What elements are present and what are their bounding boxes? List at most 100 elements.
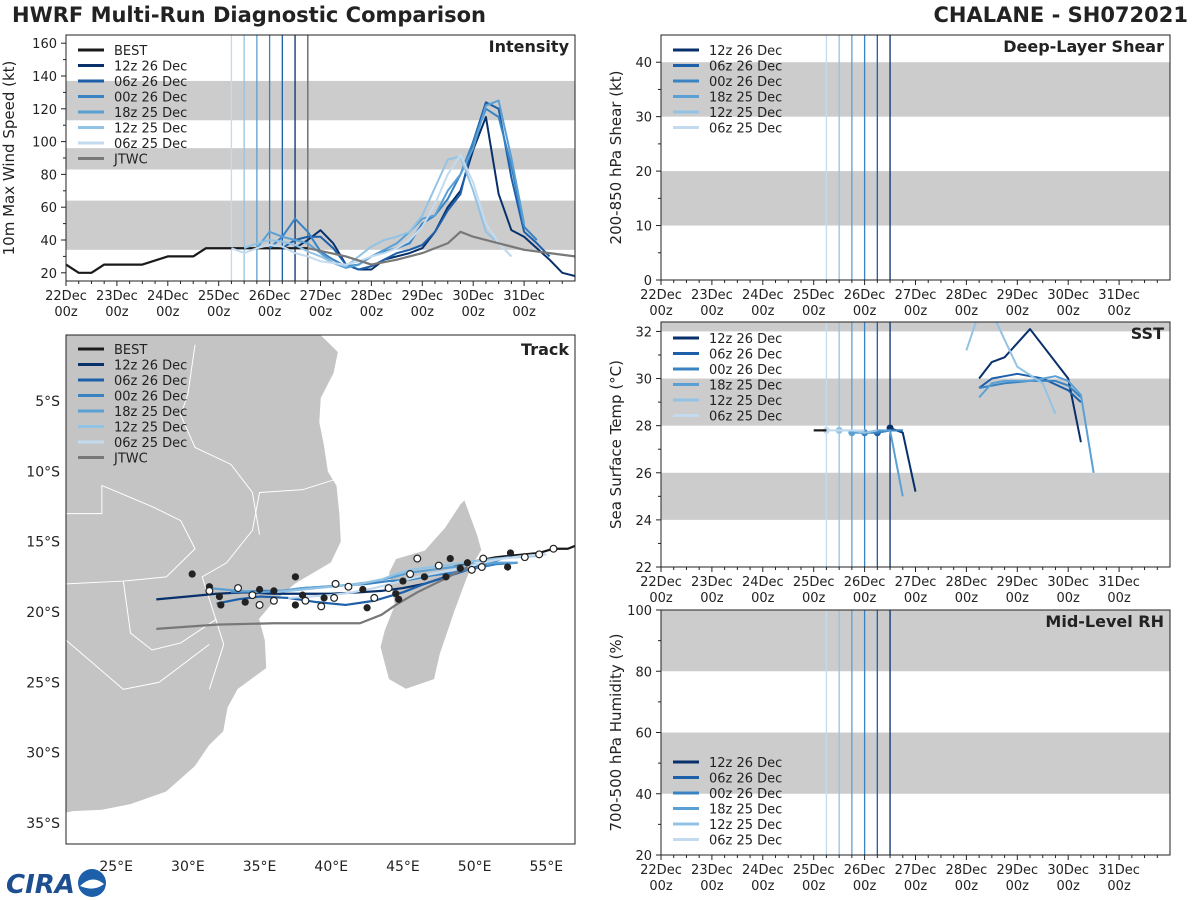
x-tick-label-day: 22Dec [640, 863, 682, 878]
track-dot-open [477, 563, 486, 572]
x-tick-label-hour: 00z [1057, 591, 1081, 606]
map-x-tick-label: 40°E [314, 859, 348, 875]
y-tick-label: 26 [635, 467, 652, 482]
track-dot-filled [456, 564, 464, 573]
x-tick-label-hour: 00z [853, 304, 877, 319]
y-tick-label: 20 [40, 267, 57, 282]
track-dot-filled [446, 554, 454, 563]
series-line-best [66, 247, 308, 274]
track-dot-open [434, 561, 443, 570]
legend-label: 12z 25 Dec [709, 394, 782, 409]
x-tick-label-day: 31Dec [503, 289, 545, 304]
x-tick-label-hour: 00z [853, 591, 877, 606]
track-dot-filled [320, 594, 328, 602]
series-line-12z-25-dec [243, 155, 513, 268]
track-line-06z-25-dec [288, 553, 547, 600]
track-dot-filled [270, 587, 278, 595]
legend-label: 06z 26 Dec [709, 772, 782, 787]
x-tick-label-day: 25Dec [793, 863, 835, 878]
legend-label: 00z 26 Dec [114, 390, 187, 405]
series-line-06z-25-dec [231, 153, 513, 266]
map-x-tick-label: 55°E [529, 859, 563, 875]
x-tick-label-day: 27Dec [300, 289, 342, 304]
y-tick-label: 160 [32, 37, 57, 52]
track-dot-filled [255, 585, 264, 594]
track-dot-filled [188, 570, 196, 578]
track-line-12z-25-dec [273, 554, 540, 594]
band-0 [661, 171, 1170, 226]
legend-label: 06z 26 Dec [114, 75, 187, 90]
track-dot-open [370, 593, 379, 602]
x-tick-label-day: 26Dec [844, 863, 886, 878]
track-dot-open [479, 554, 488, 563]
x-tick-label-day: 30Dec [452, 289, 494, 304]
legend-label: 12z 26 Dec [709, 44, 782, 59]
track-dot-open [269, 596, 278, 605]
map-y-tick-label: 10°S [26, 464, 60, 480]
plot-area [66, 35, 575, 281]
x-tick-label-day: 27Dec [895, 288, 937, 303]
band-1 [661, 610, 1170, 672]
y-tick-label: 0 [644, 274, 652, 289]
x-tick-label-day: 23Dec [691, 575, 733, 590]
y-axis-label: 10m Max Wind Speed (kt) [0, 61, 18, 256]
legend-label: 12z 25 Dec [709, 106, 782, 121]
chart-rh: 2040608010022Dec00z23Dec00z24Dec00z25Dec… [607, 604, 1171, 894]
legend-label: 18z 25 Dec [709, 91, 782, 106]
x-tick-label-hour: 00z [904, 879, 928, 894]
x-tick-label-hour: 00z [207, 305, 231, 320]
track-dot-filled [442, 573, 450, 581]
y-axis-label: 200-850 hPa Shear (kt) [607, 71, 625, 245]
legend-label: 00z 26 Dec [709, 363, 782, 378]
series-line-00z-26-dec [864, 429, 903, 434]
track-dot-filled [217, 601, 225, 609]
map-y-tick-label: 30°S [26, 746, 60, 762]
series-line-segment-06z-26-dec [978, 372, 1082, 403]
x-tick-label-hour: 00z [904, 304, 928, 319]
track-dot-open [344, 582, 353, 591]
track-dot-filled [504, 563, 512, 571]
x-tick-label-hour: 00z [1107, 879, 1131, 894]
chart-shear: 01020304022Dec00z23Dec00z24Dec00z25Dec00… [607, 34, 1171, 319]
x-tick-label-day: 27Dec [895, 863, 937, 878]
track-dot-filled [215, 592, 224, 601]
x-tick-label-day: 23Dec [96, 289, 138, 304]
x-tick-label-hour: 00z [360, 305, 384, 320]
x-tick-label-day: 28Dec [351, 289, 393, 304]
panel-title: Deep-Layer Shear [1003, 37, 1164, 56]
map-frame [65, 334, 576, 845]
x-tick-label-day: 31Dec [1098, 288, 1140, 303]
country-border [66, 639, 210, 690]
map-x-tick-label: 50°E [458, 859, 492, 875]
country-border [201, 477, 339, 690]
y-tick-label: 22 [635, 561, 652, 576]
x-tick-label-day: 28Dec [946, 575, 988, 590]
map-y-tick-label: 35°S [26, 816, 60, 832]
x-tick-label-hour: 00z [751, 304, 775, 319]
x-tick-label-hour: 00z [156, 305, 180, 320]
x-tick-label-hour: 00z [512, 305, 536, 320]
plot-area [661, 35, 1170, 280]
band-0 [661, 472, 1170, 520]
plot-area [661, 322, 1170, 567]
legend-label: 06z 26 Dec [114, 374, 187, 389]
x-tick-label-day: 29Dec [996, 863, 1038, 878]
legend-label: 06z 26 Dec [709, 348, 782, 363]
y-tick-label: 60 [635, 727, 652, 742]
x-tick-label-hour: 00z [853, 879, 877, 894]
map-x-tick-label: 25°E [99, 859, 133, 875]
legend-label: 12z 25 Dec [114, 421, 187, 436]
track-dot-open [301, 596, 310, 605]
series-line-00z-26-dec [268, 107, 538, 268]
x-tick-label-hour: 00z [1006, 591, 1030, 606]
y-tick-label: 100 [627, 604, 652, 619]
figure-title-right: CHALANE - SH072021 [933, 3, 1188, 27]
track-line-jtwc [156, 566, 468, 630]
y-tick-label: 40 [635, 788, 652, 803]
cira-logo-text: CIRA [6, 870, 75, 900]
country-border [66, 484, 196, 585]
y-axis-label: 700-500 hPa Humidity (%) [607, 633, 625, 831]
legend-label: BEST [114, 343, 147, 358]
track-dot-filled [363, 604, 371, 612]
